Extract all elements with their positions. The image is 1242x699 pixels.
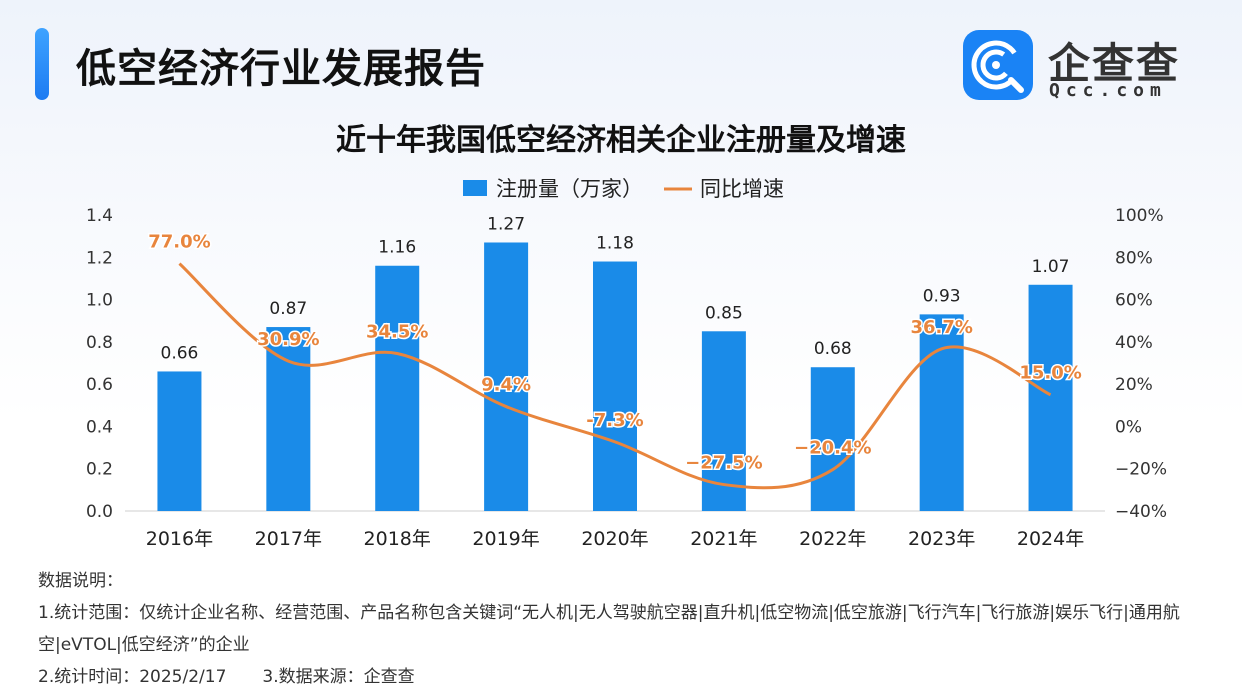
- left-axis-tick: 1.0: [86, 291, 113, 311]
- bar-value-label: 1.07: [1032, 257, 1070, 277]
- bar: [810, 367, 855, 511]
- bar-value-label: 0.85: [705, 303, 743, 323]
- line-value-label: 34.5%: [366, 321, 428, 342]
- left-axis-tick: 0.0: [86, 502, 113, 522]
- notes-scope: 1.统计范围：仅统计企业名称、经营范围、产品名称包含关键词“无人机|无人驾驶航空…: [38, 603, 1180, 655]
- chart-title: 近十年我国低空经济相关企业注册量及增速: [336, 123, 906, 158]
- x-axis-tick: 2024年: [1017, 528, 1084, 550]
- brand-logo[interactable]: 企查查 Qcc.com: [963, 30, 1203, 102]
- x-axis-tick: 2019年: [472, 528, 539, 550]
- right-axis-tick: −40%: [1115, 502, 1167, 522]
- line-value-label: 9.4%: [481, 375, 531, 396]
- x-axis-tick: 2017年: [255, 528, 322, 550]
- line-value-label: −20.4%: [794, 438, 872, 459]
- bar: [593, 261, 637, 511]
- brand-domain: Qcc.com: [1049, 80, 1167, 101]
- left-axis-tick: 0.4: [86, 417, 113, 437]
- line-value-label: 30.9%: [257, 329, 319, 350]
- bar-value-label: 0.93: [923, 286, 961, 306]
- line-value-label: 77.0%: [148, 232, 210, 253]
- right-axis-tick: −20%: [1115, 460, 1167, 480]
- bar-value-label: 1.18: [596, 234, 634, 254]
- left-axis-tick: 0.8: [86, 333, 113, 353]
- data-notes: 数据说明： 1.统计范围：仅统计企业名称、经营范围、产品名称包含关键词“无人机|…: [38, 565, 1208, 693]
- left-axis-tick: 0.2: [86, 460, 113, 480]
- qcc-logo-icon: [963, 30, 1033, 100]
- bar-value-label: 0.66: [161, 343, 199, 363]
- notes-heading: 数据说明：: [38, 571, 123, 591]
- bar-value-label: 1.27: [487, 214, 525, 234]
- left-axis-tick: 0.6: [86, 375, 113, 395]
- line-value-label: -7.3%: [586, 410, 643, 431]
- right-axis-tick: 100%: [1115, 206, 1164, 226]
- x-axis-tick: 2022年: [799, 528, 866, 550]
- right-axis-tick: 40%: [1115, 333, 1153, 353]
- legend-bar-swatch: [463, 180, 487, 196]
- right-axis-tick: 60%: [1115, 291, 1153, 311]
- line-value-label: 36.7%: [910, 317, 972, 338]
- legend-bar-label: 注册量（万家）: [496, 177, 643, 201]
- title-accent-bar: [35, 28, 49, 100]
- growth-line: [178, 262, 1052, 490]
- chart-canvas: 注册量（万家） 同比增速 0.0 0.2 0.4 0.6 0.8 1.0 1.2 1.4 −40% −…: [86, 177, 1167, 550]
- bar: [157, 371, 202, 511]
- x-axis-tick: 2021年: [690, 528, 757, 550]
- x-axis-tick: 2016年: [146, 528, 213, 550]
- notes-source: 3.数据来源：企查查: [262, 667, 415, 687]
- left-axis-tick: 1.4: [86, 206, 113, 226]
- x-axis-tick: 2023年: [908, 528, 975, 550]
- right-axis-tick: 0%: [1115, 417, 1142, 437]
- bar: [484, 242, 529, 511]
- bar-value-label: 0.87: [269, 299, 307, 319]
- bar: [919, 314, 964, 511]
- right-axis-tick: 80%: [1115, 248, 1153, 268]
- line-value-label: −27.5%: [685, 453, 763, 474]
- brand-name: 企查查: [1048, 39, 1181, 88]
- bar-value-label: 1.16: [378, 238, 416, 258]
- right-axis-tick: 20%: [1115, 375, 1153, 395]
- notes-date: 2.统计时间：2025/2/17: [38, 667, 227, 687]
- bar: [1028, 284, 1073, 511]
- x-axis-tick: 2018年: [364, 528, 431, 550]
- page-title: 低空经济行业发展报告: [76, 46, 486, 92]
- bar: [266, 327, 311, 511]
- x-axis-tick: 2020年: [581, 528, 648, 550]
- bar: [375, 265, 420, 511]
- left-axis-tick: 1.2: [86, 248, 113, 268]
- bar-value-label: 0.68: [814, 339, 852, 359]
- line-value-label: 15.0%: [1019, 363, 1081, 384]
- legend-line-label: 同比增速: [700, 177, 784, 201]
